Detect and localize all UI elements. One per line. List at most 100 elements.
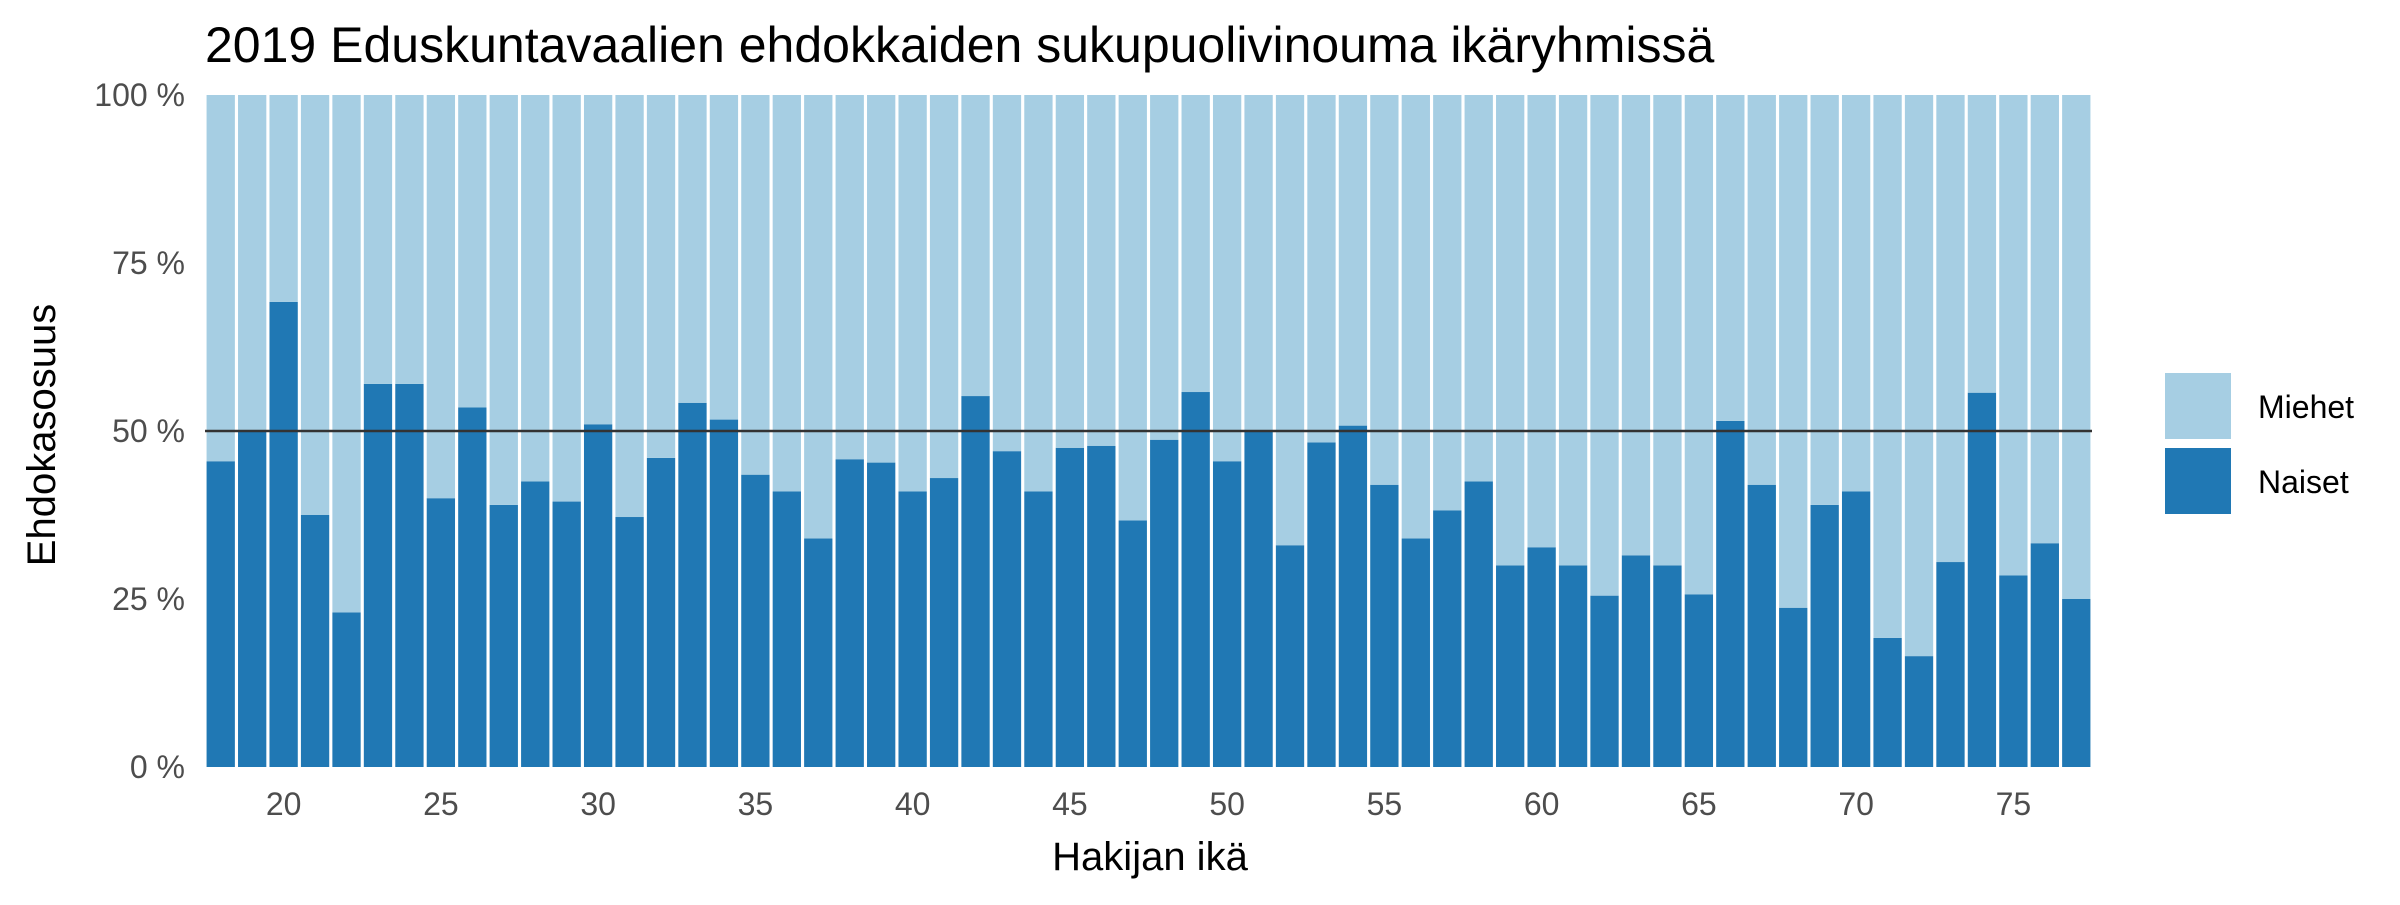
- bar-naiset-19: [238, 431, 267, 767]
- bar-naiset-36: [772, 491, 801, 767]
- bar-miehet-26: [458, 95, 487, 408]
- bar-miehet-23: [363, 95, 393, 384]
- bar-naiset-71: [1873, 637, 1902, 767]
- bar-naiset-69: [1810, 504, 1839, 767]
- bar-miehet-67: [1747, 95, 1776, 485]
- bar-naiset-37: [804, 538, 833, 767]
- x-tick-label: 20: [266, 786, 302, 822]
- bar-miehet-70: [1841, 95, 1871, 492]
- bar-miehet-47: [1118, 95, 1147, 521]
- bar-naiset-60: [1527, 547, 1556, 767]
- bar-miehet-25: [426, 95, 456, 499]
- bar-naiset-23: [363, 383, 393, 767]
- bar-naiset-32: [646, 457, 676, 767]
- bar-naiset-54: [1338, 425, 1368, 767]
- bar-miehet-42: [961, 95, 990, 397]
- bar-miehet-56: [1401, 95, 1430, 539]
- bar-naiset-29: [552, 501, 581, 767]
- bar-miehet-45: [1055, 95, 1085, 448]
- bar-miehet-49: [1181, 95, 1210, 393]
- legend-key-miehet: [2165, 373, 2231, 439]
- bar-miehet-24: [395, 95, 424, 384]
- legend-label-naiset: Naiset: [2258, 464, 2349, 500]
- bar-naiset-41: [929, 478, 959, 767]
- bar-miehet-41: [929, 95, 959, 479]
- bar-naiset-49: [1181, 392, 1210, 767]
- bar-naiset-34: [709, 419, 739, 767]
- bar-naiset-61: [1558, 565, 1588, 767]
- bar-naiset-70: [1841, 491, 1871, 767]
- bar-miehet-58: [1464, 95, 1493, 482]
- bar-naiset-63: [1621, 555, 1651, 767]
- bar-naiset-55: [1370, 484, 1399, 767]
- bar-naiset-31: [615, 517, 644, 767]
- plot-area: [206, 95, 2091, 767]
- bar-miehet-44: [1024, 95, 1053, 492]
- bar-miehet-48: [1150, 95, 1179, 440]
- bar-miehet-37: [804, 95, 833, 539]
- x-axis-title: Hakijan ikä: [1052, 835, 1248, 879]
- bar-miehet-60: [1527, 95, 1556, 548]
- bar-miehet-19: [238, 95, 267, 431]
- bar-naiset-43: [992, 451, 1022, 767]
- y-tick-label: 100 %: [94, 77, 185, 113]
- bar-miehet-68: [1779, 95, 1808, 608]
- legend-key-naiset: [2165, 448, 2231, 514]
- bar-miehet-18: [206, 95, 235, 462]
- bar-miehet-46: [1087, 95, 1116, 446]
- bar-miehet-77: [2062, 95, 2091, 599]
- bar-naiset-20: [269, 301, 298, 767]
- bar-naiset-35: [741, 474, 770, 767]
- bar-miehet-63: [1621, 95, 1651, 556]
- bar-miehet-27: [489, 95, 518, 505]
- bar-naiset-58: [1464, 481, 1493, 767]
- bar-miehet-36: [772, 95, 801, 492]
- bar-miehet-21: [300, 95, 330, 515]
- bar-naiset-74: [1967, 392, 1997, 767]
- bar-naiset-24: [395, 383, 424, 767]
- bar-naiset-68: [1779, 607, 1808, 767]
- bar-naiset-44: [1024, 491, 1053, 767]
- bar-naiset-40: [898, 491, 927, 767]
- bar-miehet-61: [1558, 95, 1588, 566]
- bar-naiset-64: [1653, 565, 1682, 767]
- bar-naiset-56: [1401, 538, 1430, 767]
- x-tick-label: 75: [1996, 786, 2032, 822]
- x-tick-label: 65: [1681, 786, 1717, 822]
- x-tick-label: 35: [738, 786, 774, 822]
- bar-naiset-77: [2062, 599, 2091, 767]
- bar-miehet-66: [1716, 95, 1745, 421]
- bar-miehet-28: [521, 95, 550, 482]
- bar-naiset-62: [1590, 595, 1619, 767]
- bar-miehet-20: [269, 95, 298, 302]
- y-axis-title: Ehdokasosuus: [20, 304, 64, 566]
- bar-naiset-42: [961, 396, 990, 767]
- bar-naiset-47: [1118, 520, 1147, 767]
- bar-naiset-73: [1936, 562, 1965, 767]
- x-tick-label: 50: [1209, 786, 1245, 822]
- bar-naiset-59: [1496, 565, 1525, 767]
- bar-miehet-73: [1936, 95, 1965, 563]
- bar-miehet-65: [1684, 95, 1714, 595]
- bar-miehet-29: [552, 95, 581, 502]
- bar-naiset-30: [583, 424, 613, 767]
- x-tick-label: 30: [580, 786, 616, 822]
- y-tick-label: 0 %: [130, 749, 185, 785]
- bar-miehet-76: [2030, 95, 2059, 544]
- bar-miehet-72: [1904, 95, 1934, 657]
- bar-miehet-32: [646, 95, 676, 458]
- bar-naiset-22: [332, 612, 361, 767]
- bar-miehet-54: [1338, 95, 1368, 426]
- bar-naiset-57: [1433, 510, 1462, 767]
- bar-miehet-55: [1370, 95, 1399, 485]
- bar-naiset-76: [2030, 543, 2059, 767]
- bar-naiset-50: [1212, 461, 1242, 767]
- bar-naiset-38: [835, 459, 864, 767]
- x-tick-label: 40: [895, 786, 931, 822]
- y-tick-label: 75 %: [112, 245, 185, 281]
- bar-miehet-64: [1653, 95, 1682, 566]
- x-tick-label: 55: [1367, 786, 1403, 822]
- bar-miehet-75: [1999, 95, 2028, 576]
- bar-naiset-53: [1307, 442, 1336, 767]
